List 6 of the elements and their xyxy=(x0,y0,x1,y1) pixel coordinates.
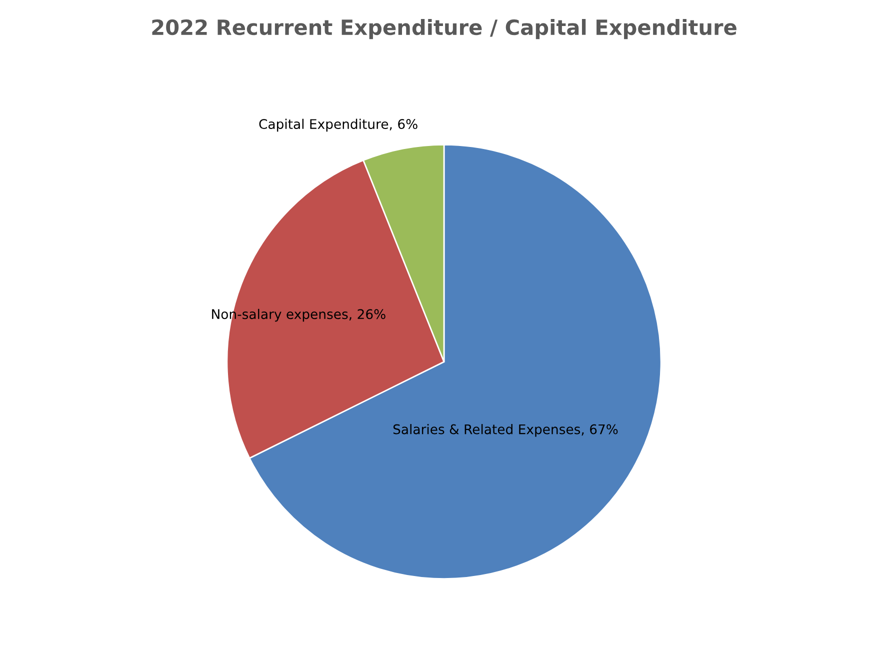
slice-label: Salaries & Related Expenses xyxy=(393,424,580,437)
data-label: , 6% xyxy=(390,119,418,130)
data-label: , 26% xyxy=(349,309,386,320)
data-label: , 67% xyxy=(582,424,618,436)
chart-title: 2022 Recurrent Expenditure / Capital Expenditure xyxy=(152,18,736,40)
slice-label: Capital Expenditure xyxy=(259,118,388,132)
